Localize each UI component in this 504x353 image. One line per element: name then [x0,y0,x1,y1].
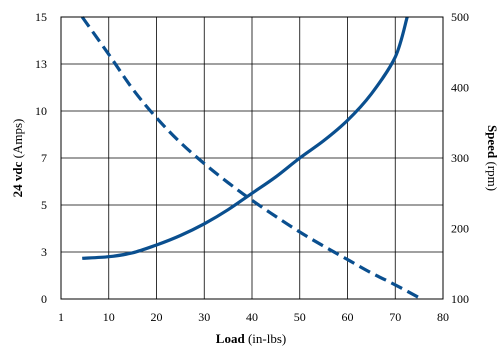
x-axis-title-rest: (in-lbs) [245,331,287,346]
x-axis-title: Load (in-lbs) [216,331,286,346]
y-left-tick-label: 15 [35,10,47,24]
y-left-axis-title-rest: (Amps) [10,119,25,162]
x-tick-label: 20 [151,310,163,324]
x-tick-label: 50 [294,310,306,324]
y-right-tick-label: 400 [451,81,469,95]
y-left-tick-label: 0 [41,292,47,306]
current-series-line [82,16,409,260]
y-right-tick-labels: 500 400 300 200 100 [451,10,469,306]
y-right-tick-label: 200 [451,222,469,236]
x-tick-label: 30 [198,310,210,324]
series-layer [80,16,423,301]
y-right-axis-title: Speed (rpm) [485,125,500,191]
x-axis-title-bold: Load [216,331,246,346]
y-right-tick-label: 100 [451,292,469,306]
y-right-tick-label: 500 [451,10,469,24]
y-left-axis-title-bold: 24 vdc [10,161,25,197]
x-tick-label: 60 [342,310,354,324]
speed-series-line [80,16,423,301]
plot-frame [60,16,444,300]
y-left-tick-label: 3 [41,245,47,259]
x-tick-label: 40 [246,310,258,324]
y-right-axis-title-bold: Speed [485,125,500,159]
y-left-tick-label: 10 [35,104,47,118]
y-right-tick-label: 300 [451,151,469,165]
y-left-tick-label: 5 [41,198,47,212]
x-tick-label: 70 [389,310,401,324]
x-tick-label: 1 [58,310,64,324]
x-tick-label: 80 [437,310,449,324]
x-tick-labels: 1 10 20 30 40 50 60 70 80 [58,310,449,324]
y-right-axis-title-rest: (rpm) [485,158,500,191]
y-left-tick-labels: 15 13 10 7 5 3 0 [35,10,47,306]
y-left-axis-title: 24 vdc (Amps) [10,119,25,198]
x-tick-label: 10 [103,310,115,324]
y-left-tick-label: 13 [35,57,47,71]
y-left-tick-label: 7 [41,151,47,165]
